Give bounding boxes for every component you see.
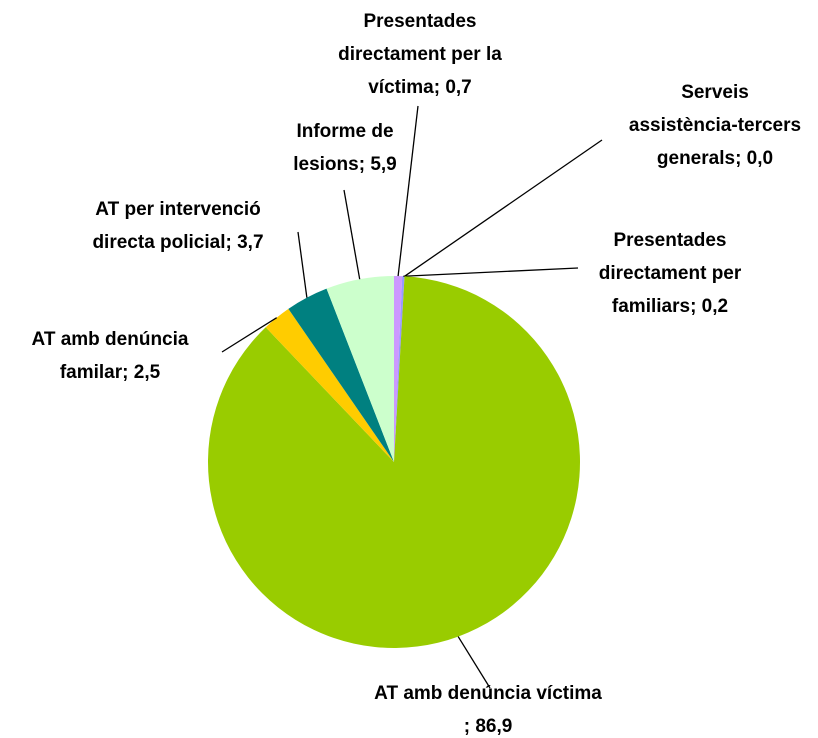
pie-slice (207, 276, 580, 648)
label-line: AT per intervenció (95, 199, 260, 220)
label-line: familiars (612, 296, 690, 317)
label-line: assistència-tercers (629, 115, 801, 136)
leader-line (403, 267, 579, 277)
label-line: generals (657, 148, 735, 169)
label-line: Presentades (613, 230, 726, 251)
label-separator: ; (735, 148, 747, 169)
label-line: familar (60, 362, 123, 383)
label-line: AT amb denúncia víctima (374, 683, 602, 704)
category-label: Serveis assistència-tercers generals (629, 82, 801, 169)
data-label: Informe de lesions; 5,9 (293, 121, 397, 175)
label-line: lesions (293, 154, 358, 175)
label-line: víctima (368, 77, 434, 98)
leader-line (397, 105, 419, 277)
leader-line (221, 317, 278, 353)
category-label: AT per intervenció directa policial (92, 199, 260, 253)
value-label: 5,9 (370, 154, 396, 175)
pie-slice (326, 276, 394, 462)
label-line: Presentades (363, 11, 476, 32)
label-separator: ; (690, 296, 702, 317)
leader-line (404, 139, 603, 277)
label-line: Serveis (681, 82, 749, 103)
label-separator: ; (359, 154, 371, 175)
category-label: AT amb denúncia víctima (374, 683, 602, 704)
label-line: AT amb denúncia (32, 329, 189, 350)
data-label: AT per intervenció directa policial; 3,7 (92, 199, 263, 253)
value-label: 0,2 (702, 296, 728, 317)
data-label: Presentades directament per la víctima; 0,… (338, 11, 502, 98)
leader-line (343, 189, 361, 280)
leader-line (297, 231, 308, 298)
pie-slice (288, 288, 394, 462)
data-label: AT amb denúncia familar; 2,5 (32, 329, 189, 383)
value-label: 2,5 (134, 362, 161, 383)
category-label: AT amb denúncia familar (32, 329, 189, 383)
label-separator: ; (434, 77, 446, 98)
value-label: 0,0 (747, 148, 773, 169)
leader-line (457, 636, 491, 689)
data-label: AT amb denúncia víctima; 86,9 (374, 683, 602, 737)
label-line: Informe de (296, 121, 393, 142)
pie-slice (394, 276, 403, 462)
pie-slice (265, 308, 394, 462)
category-label: Informe de lesions (293, 121, 393, 175)
data-label: Presentades directament per familiars; 0,2 (599, 230, 742, 317)
value-label: 0,7 (445, 77, 471, 98)
value-label: 3,7 (237, 232, 263, 253)
data-label: Serveis assistència-tercers generals; 0,0 (629, 82, 801, 169)
pie-slice (394, 276, 405, 462)
label-separator: ; (226, 232, 238, 253)
label-separator: ; (122, 362, 134, 383)
category-label: Presentades directament per la víctima (338, 11, 502, 98)
label-line: directament per (599, 263, 742, 284)
label-separator: ; (464, 716, 476, 737)
label-line: directa policial (92, 232, 225, 253)
value-label: 86,9 (475, 716, 512, 737)
label-line: directament per la (338, 44, 502, 65)
category-label: Presentades directament per familiars (599, 230, 742, 317)
